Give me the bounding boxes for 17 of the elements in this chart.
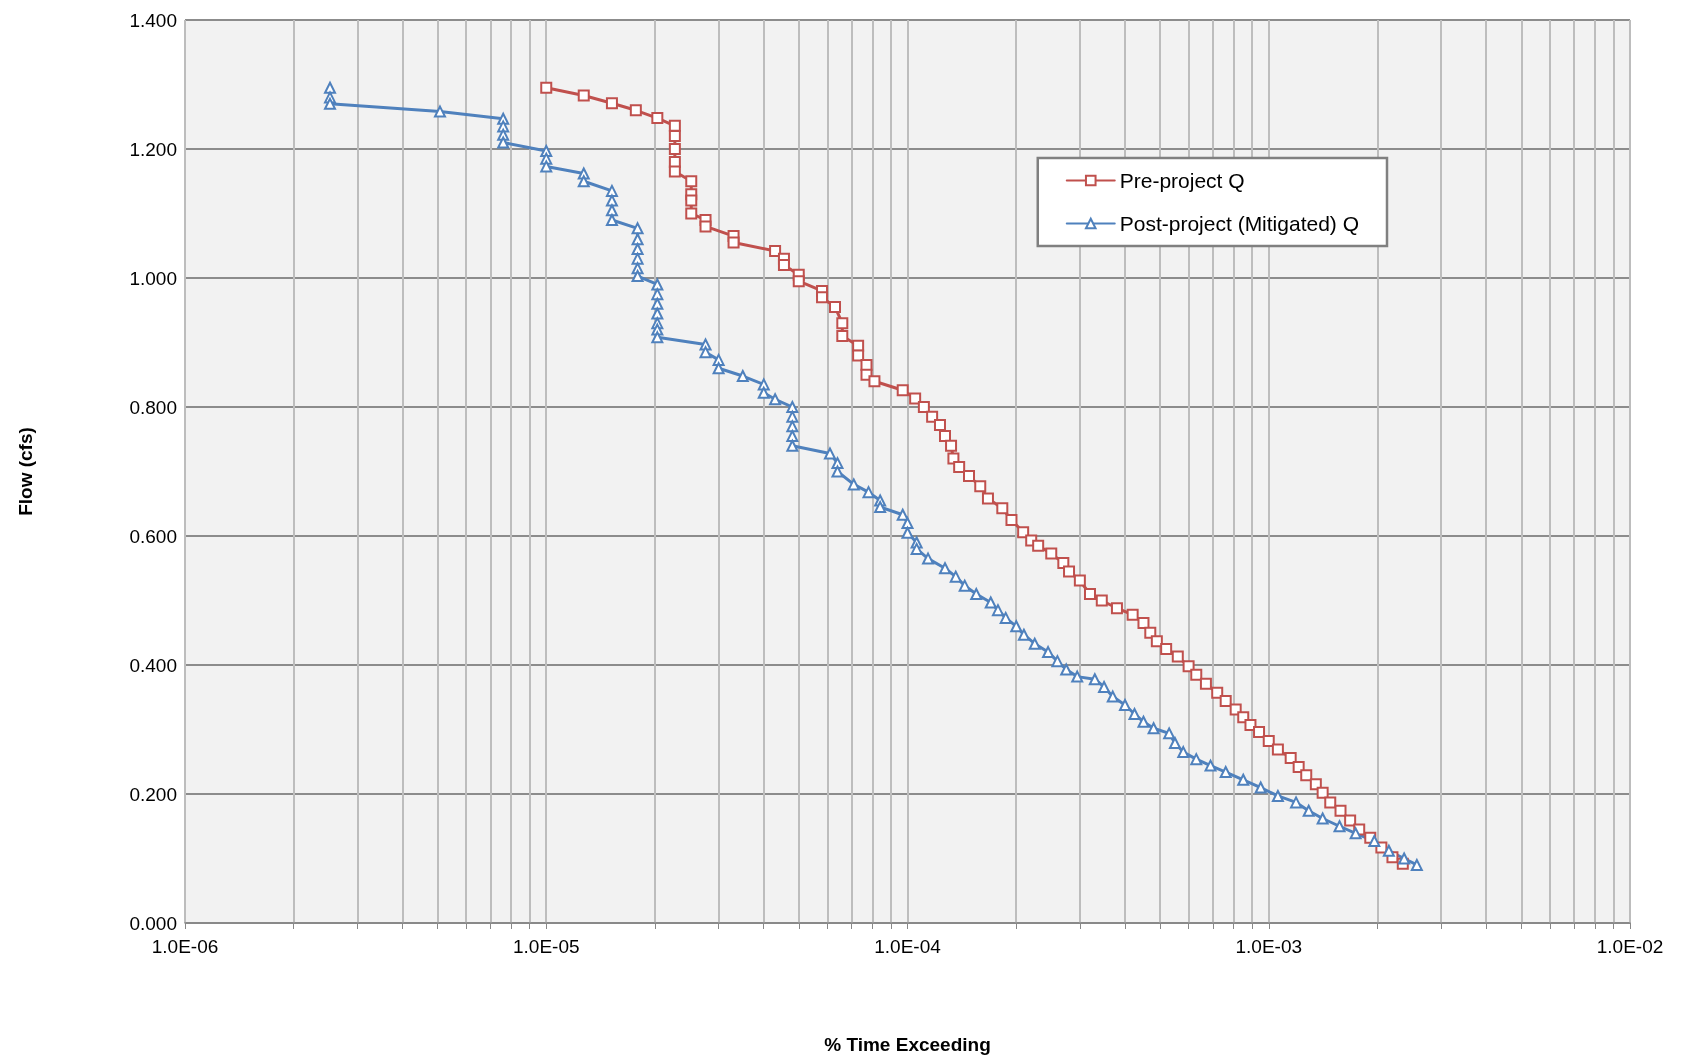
x-tick-label: 1.0E-03 (1235, 936, 1303, 957)
y-axis-title: Flow (cfs) (15, 427, 36, 516)
x-tick-label: 1.0E-02 (1596, 936, 1664, 957)
legend-label: Post-project (Mitigated) Q (1119, 212, 1360, 235)
y-tick-label: 1.200 (129, 138, 177, 160)
legend-label: Pre-project Q (1119, 169, 1245, 192)
x-tick-label: 1.0E-06 (151, 936, 219, 957)
x-tick-label: 1.0E-04 (874, 936, 942, 957)
x-axis-title: % Time Exceeding (824, 1034, 991, 1055)
y-tick-label: 0.800 (129, 396, 177, 418)
y-tick-label: 0.200 (129, 783, 177, 805)
x-tick-label: 1.0E-05 (512, 936, 580, 957)
y-tick-label: 0.000 (129, 912, 177, 934)
y-tick-label: 0.600 (129, 525, 177, 547)
y-tick-label: 1.400 (129, 9, 177, 31)
y-tick-label: 0.400 (129, 654, 177, 676)
y-tick-label: 1.000 (129, 267, 177, 289)
